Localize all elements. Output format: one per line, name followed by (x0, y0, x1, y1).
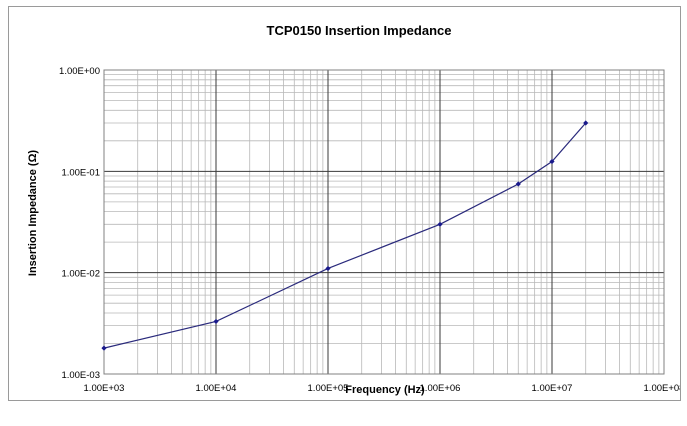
chart: TCP0150 Insertion Impedance 1.00E+03 1.00… (27, 23, 680, 396)
chart-frame: TCP0150 Insertion Impedance 1.00E+03 1.00… (8, 6, 681, 401)
data-point (583, 120, 589, 126)
x-tick-labels: 1.00E+03 1.00E+04 1.00E+05 1.00E+06 1.00E+07… (84, 383, 680, 394)
y-tick-label: 1.00E-03 (61, 370, 100, 381)
x-axis-label: Frequency (Hz) (345, 384, 425, 396)
plot-area (103, 69, 665, 375)
y-tick-label: 1.00E-01 (61, 167, 100, 178)
y-axis-label: Insertion Impedance (Ω) (27, 150, 39, 277)
data-point (437, 221, 443, 227)
data-point (101, 345, 107, 351)
data-point (515, 181, 521, 187)
data-point (213, 318, 219, 325)
minor-gridlines (104, 70, 664, 374)
x-tick-label: 1.00E+06 (420, 383, 461, 394)
series-line (103, 122, 587, 349)
x-tick-label: 1.00E+07 (532, 383, 573, 394)
x-tick-label: 1.00E+05 (308, 383, 349, 394)
y-tick-label: 1.00E-02 (61, 269, 100, 280)
data-point (549, 158, 555, 165)
y-tick-labels: 1.00E-03 1.00E-02 1.00E-01 1.00E+00 (59, 66, 100, 381)
series-markers (101, 120, 589, 351)
x-tick-label: 1.00E+03 (84, 383, 125, 394)
data-point (325, 265, 331, 272)
x-tick-label: 1.00E+04 (196, 383, 237, 394)
x-tick-label: 1.00E+08 (644, 383, 680, 394)
chart-title: TCP0150 Insertion Impedance (267, 23, 452, 38)
y-tick-label: 1.00E+00 (59, 66, 100, 77)
